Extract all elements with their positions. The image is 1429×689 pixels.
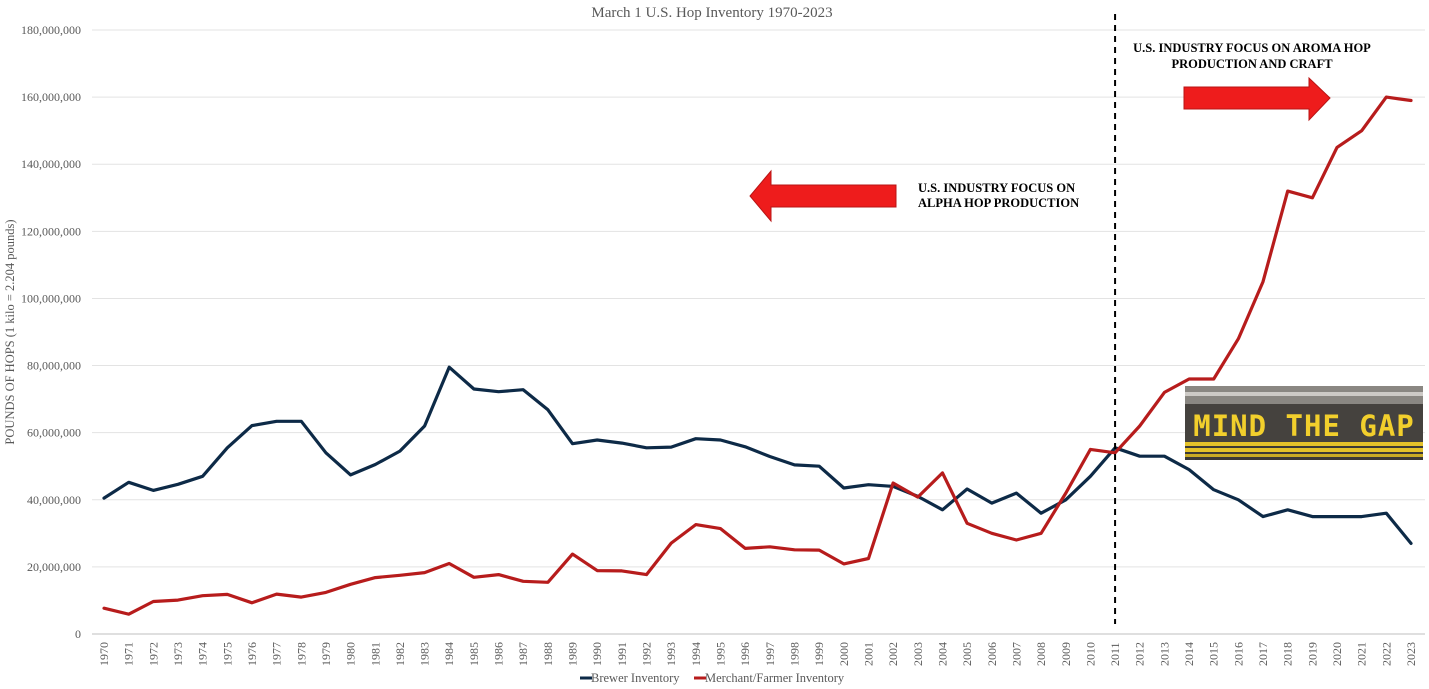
x-tick-label: 2011 <box>1108 642 1122 666</box>
x-tick-label: 1986 <box>492 642 506 666</box>
mind-the-gap-text: MIND THE GAP <box>1193 409 1415 443</box>
right-arrow-icon <box>1183 76 1331 122</box>
y-tick-label: 160,000,000 <box>21 90 81 104</box>
x-tick-label: 1980 <box>344 642 358 666</box>
x-tick-label: 1970 <box>97 642 111 666</box>
x-tick-label: 2019 <box>1305 642 1319 666</box>
x-tick-label: 1995 <box>714 642 728 666</box>
x-tick-label: 2022 <box>1379 642 1393 666</box>
gridlines <box>92 29 1425 635</box>
x-tick-label: 2005 <box>960 642 974 666</box>
chart-title: March 1 U.S. Hop Inventory 1970-2023 <box>591 5 832 21</box>
x-tick-label: 2013 <box>1157 642 1171 666</box>
annotation-alpha-line2: ALPHA HOP PRODUCTION <box>918 196 1079 210</box>
x-tick-label: 1987 <box>516 642 530 666</box>
x-tick-label: 1982 <box>393 642 407 666</box>
x-tick-label: 1992 <box>640 642 654 666</box>
x-tick-label: 1971 <box>122 642 136 666</box>
x-tick-label: 2010 <box>1083 642 1097 666</box>
x-tick-label: 2016 <box>1231 642 1245 666</box>
x-tick-label: 1994 <box>689 642 703 666</box>
x-tick-label: 2009 <box>1059 642 1073 666</box>
x-tick-label: 1996 <box>738 642 752 666</box>
x-tick-label: 2006 <box>985 642 999 666</box>
x-tick-label: 1998 <box>787 642 801 666</box>
x-tick-label: 1978 <box>294 642 308 666</box>
x-tick-label: 2023 <box>1404 642 1418 666</box>
x-tick-label: 2014 <box>1182 642 1196 666</box>
y-tick-label: 20,000,000 <box>27 560 81 574</box>
x-tick-label: 1979 <box>319 642 333 666</box>
x-tick-label: 1974 <box>196 642 210 666</box>
x-tick-label: 2002 <box>886 642 900 666</box>
x-tick-label: 2008 <box>1034 642 1048 666</box>
x-tick-labels: 1970 1971 1972 1973 1974 1975 1976 1977 1978 1979… <box>97 642 1418 666</box>
series-line-brewer <box>102 365 1413 546</box>
y-tick-labels: 0 20,000,000 40,000,000 60,000,000 80,000,00… <box>21 23 81 641</box>
x-tick-label: 1990 <box>590 642 604 666</box>
x-tick-label: 2012 <box>1133 642 1147 666</box>
y-tick-label: 0 <box>75 627 81 641</box>
legend-label-brewer: Brewer Inventory <box>591 671 680 685</box>
x-tick-label: 1983 <box>418 642 432 666</box>
legend-label-merchant: Merchant/Farmer Inventory <box>705 671 845 685</box>
x-tick-label: 1989 <box>566 642 580 666</box>
series-lines <box>102 95 1413 616</box>
annotation-alpha-line1: U.S. INDUSTRY FOCUS ON <box>918 181 1075 195</box>
y-tick-label: 120,000,000 <box>21 224 81 238</box>
x-tick-label: 1976 <box>245 642 259 666</box>
x-tick-label: 2020 <box>1330 642 1344 666</box>
x-tick-label: 2017 <box>1256 642 1270 666</box>
x-tick-label: 1984 <box>442 642 456 666</box>
series-line-merchant <box>102 95 1413 616</box>
x-tick-label: 1999 <box>812 642 826 666</box>
y-axis-label: POUNDS OF HOPS (1 kilo = 2.204 pounds) <box>3 219 17 444</box>
left-arrow-icon <box>749 169 897 223</box>
x-tick-label: 1997 <box>763 642 777 666</box>
x-tick-label: 2021 <box>1355 642 1369 666</box>
x-tick-label: 1975 <box>220 642 234 666</box>
x-tick-label: 1977 <box>270 642 284 666</box>
annotation-aroma-line1: U.S. INDUSTRY FOCUS ON AROMA HOP <box>1133 41 1371 55</box>
x-tick-label: 2007 <box>1009 642 1023 666</box>
y-tick-label: 80,000,000 <box>27 359 81 373</box>
x-tick-label: 1988 <box>541 642 555 666</box>
x-tick-label: 1993 <box>664 642 678 666</box>
x-tick-label: 2004 <box>935 642 949 666</box>
y-tick-label: 180,000,000 <box>21 23 81 37</box>
y-tick-label: 100,000,000 <box>21 291 81 305</box>
x-tick-label: 2015 <box>1207 642 1221 666</box>
x-tick-label: 1981 <box>368 642 382 666</box>
mind-the-gap-image: MIND THE GAP <box>1185 386 1423 460</box>
y-tick-label: 60,000,000 <box>27 426 81 440</box>
y-tick-label: 140,000,000 <box>21 157 81 171</box>
x-tick-label: 2003 <box>911 642 925 666</box>
y-tick-label: 40,000,000 <box>27 493 81 507</box>
x-tick-label: 1991 <box>615 642 629 666</box>
x-tick-label: 2001 <box>861 642 875 666</box>
x-tick-label: 2000 <box>837 642 851 666</box>
x-tick-label: 1973 <box>171 642 185 666</box>
x-tick-label: 2018 <box>1281 642 1295 666</box>
x-tick-label: 1972 <box>146 642 160 666</box>
legend: Brewer Inventory Merchant/Farmer Invento… <box>580 671 845 685</box>
annotation-aroma-line2: PRODUCTION AND CRAFT <box>1171 57 1333 71</box>
x-tick-label: 1985 <box>467 642 481 666</box>
